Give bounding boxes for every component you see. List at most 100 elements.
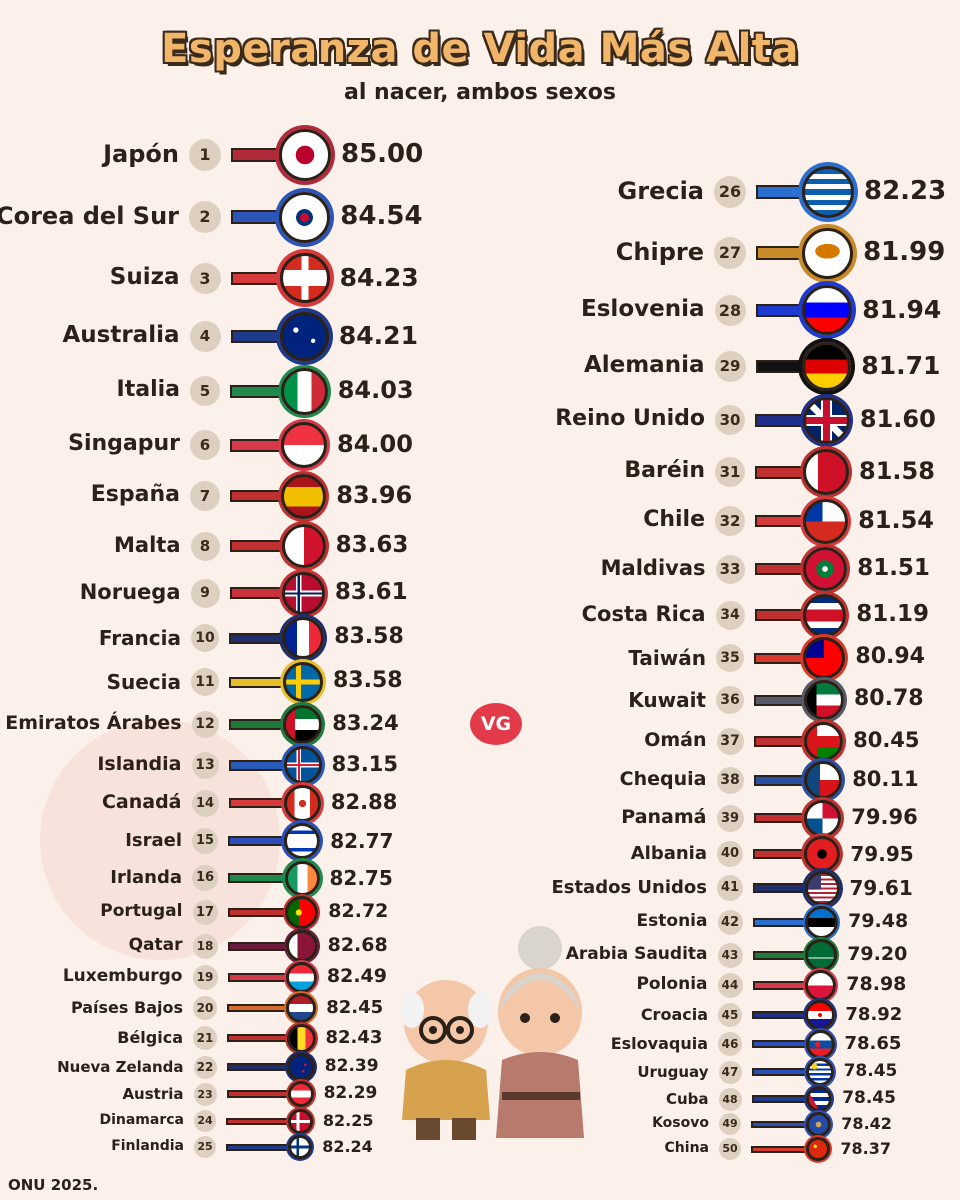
- country-label: Arabia Saudita: [565, 944, 708, 965]
- denmark-flag-icon: [287, 1108, 313, 1134]
- rank-badge: 41: [717, 875, 743, 901]
- rank-badge: 39: [716, 804, 744, 832]
- rank-badge: 13: [191, 751, 219, 779]
- rank-badge: 49: [719, 1113, 741, 1135]
- value-label: 79.96: [851, 804, 918, 829]
- rank-badge: 21: [193, 1026, 217, 1050]
- country-label: Estados Unidos: [551, 876, 707, 898]
- usa-flag-icon: [804, 870, 840, 906]
- country-label: Cuba: [665, 1089, 709, 1108]
- value-label: 85.00: [341, 138, 424, 169]
- country-label: Qatar: [128, 935, 183, 956]
- albania-flag-icon: [804, 836, 841, 872]
- value-label: 80.45: [853, 727, 920, 752]
- rank-badge: 17: [192, 899, 218, 925]
- country-label: Taiwán: [628, 645, 706, 670]
- country-label: Luxemburgo: [62, 966, 183, 987]
- value-label: 83.58: [333, 668, 403, 694]
- value-label: 84.00: [337, 430, 413, 459]
- value-label: 82.43: [325, 1026, 383, 1048]
- kosovo-flag-icon: [806, 1111, 832, 1137]
- panama-flag-icon: [804, 799, 842, 837]
- value-label: 83.24: [332, 710, 399, 735]
- value-label: 84.54: [340, 200, 423, 231]
- israel-flag-icon: [284, 823, 321, 859]
- cyprus-flag-icon: [802, 227, 854, 279]
- value-label: 83.58: [334, 624, 404, 650]
- country-label: Costa Rica: [581, 601, 706, 626]
- country-label: Nueva Zelanda: [57, 1057, 184, 1076]
- country-label: Croacia: [640, 1005, 708, 1025]
- spain-flag-icon: [281, 473, 327, 519]
- country-label: Polonia: [636, 974, 708, 995]
- rank-badge: 28: [714, 294, 746, 326]
- japan-flag-icon: [279, 129, 331, 181]
- costarica-flag-icon: [803, 593, 847, 637]
- estonia-flag-icon: [805, 905, 839, 939]
- rank-badge: 6: [190, 430, 220, 460]
- germany-flag-icon: [802, 341, 852, 391]
- value-label: 82.23: [864, 175, 947, 206]
- value-label: 82.72: [328, 900, 389, 923]
- norway-flag-icon: [281, 571, 325, 615]
- value-label: 82.88: [330, 789, 398, 814]
- country-label: Maldivas: [600, 555, 706, 580]
- croatia-flag-icon: [805, 1000, 836, 1030]
- luxembourg-flag-icon: [285, 961, 317, 993]
- chart-subtitle: al nacer, ambos sexos: [344, 80, 616, 105]
- country-label: Panamá: [621, 806, 707, 829]
- portugal-flag-icon: [285, 895, 319, 929]
- swiss-flag-icon: [279, 253, 330, 303]
- value-label: 84.21: [338, 320, 418, 350]
- rank-badge: 27: [714, 237, 746, 269]
- value-label: 79.20: [847, 943, 908, 966]
- austria-flag-icon: [287, 1081, 314, 1107]
- australia-flag-icon: [279, 311, 329, 361]
- cuba-flag-icon: [806, 1086, 833, 1112]
- country-label: Chile: [643, 507, 705, 533]
- rank-badge: 3: [189, 262, 221, 294]
- rank-badge: 40: [717, 841, 743, 867]
- value-label: 78.45: [842, 1088, 896, 1109]
- rank-badge: 5: [190, 376, 220, 406]
- rank-badge: 16: [192, 865, 218, 891]
- country-label: Reino Unido: [555, 406, 705, 432]
- rank-badge: 11: [191, 668, 219, 696]
- country-label: Chequia: [619, 768, 707, 791]
- korea-flag-icon: [279, 191, 331, 243]
- value-label: 82.29: [323, 1083, 378, 1104]
- country-label: Baréin: [624, 458, 705, 484]
- country-label: Omán: [644, 729, 707, 752]
- country-label: Bélgica: [117, 1028, 183, 1048]
- rank-badge: 43: [717, 942, 743, 968]
- country-label: Alemania: [583, 351, 705, 378]
- rank-badge: 45: [718, 1003, 742, 1027]
- country-label: Australia: [62, 321, 180, 348]
- rank-badge: 38: [716, 766, 744, 794]
- country-label: Francia: [98, 625, 181, 650]
- value-label: 81.54: [858, 506, 935, 535]
- value-label: 79.48: [848, 910, 909, 933]
- country-label: Malta: [114, 532, 181, 557]
- country-label: Italia: [116, 377, 180, 403]
- country-label: Dinamarca: [99, 1112, 184, 1129]
- value-label: 81.94: [862, 294, 942, 324]
- country-label: Albania: [630, 842, 707, 864]
- country-label: Finlandia: [111, 1138, 184, 1155]
- value-label: 82.24: [322, 1137, 373, 1157]
- rank-badge: 46: [718, 1032, 742, 1056]
- czechia-flag-icon: [804, 761, 843, 799]
- value-label: 83.61: [334, 578, 408, 605]
- taiwan-flag-icon: [803, 637, 846, 679]
- rank-badge: 7: [190, 481, 220, 511]
- saudi-flag-icon: [805, 939, 838, 971]
- value-label: 84.03: [337, 376, 414, 405]
- country-label: Eslovenia: [581, 295, 705, 322]
- rank-badge: 1: [189, 139, 221, 171]
- iceland-flag-icon: [283, 746, 322, 784]
- value-label: 78.42: [841, 1114, 892, 1134]
- country-label: Islandia: [97, 753, 182, 776]
- rank-badge: 8: [190, 531, 220, 561]
- value-label: 78.92: [845, 1003, 903, 1025]
- country-label: Suiza: [109, 263, 180, 290]
